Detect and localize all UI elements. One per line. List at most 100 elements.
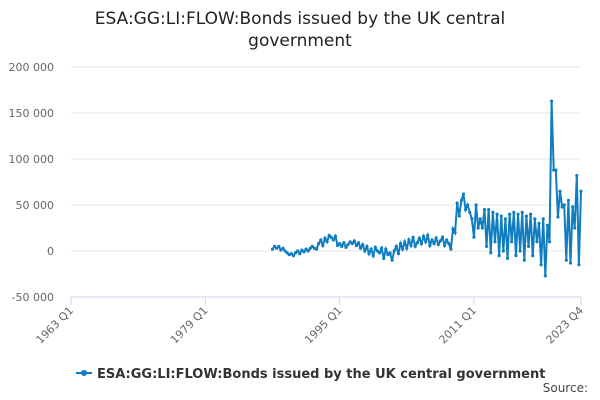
data-point: [547, 240, 552, 244]
x-tick-label: 1979 Q1: [168, 304, 211, 347]
data-point: [279, 248, 283, 252]
data-point: [359, 246, 363, 250]
data-point: [459, 198, 463, 202]
data-point: [491, 210, 495, 214]
x-tick-label: 2023 Q4: [544, 304, 587, 347]
data-point: [489, 251, 493, 255]
data-point: [495, 212, 499, 216]
data-point: [442, 243, 447, 248]
data-point: [472, 235, 476, 239]
y-tick-label: 50 000: [16, 199, 55, 212]
data-point: [579, 189, 583, 193]
data-point: [317, 242, 321, 246]
data-point: [382, 256, 386, 260]
data-point: [564, 258, 568, 262]
data-point: [476, 226, 480, 230]
data-point: [296, 249, 300, 253]
data-point: [413, 244, 417, 248]
data-point: [426, 233, 430, 237]
data-point: [505, 256, 510, 260]
data-point: [461, 192, 466, 196]
data-point: [449, 247, 453, 251]
data-point: [291, 254, 296, 258]
data-point: [331, 238, 335, 242]
data-point: [289, 252, 293, 256]
data-point: [388, 251, 392, 255]
data-point: [554, 168, 558, 172]
data-point: [335, 243, 340, 248]
data-point: [373, 245, 377, 249]
data-point: [380, 246, 384, 250]
data-point: [352, 239, 356, 243]
data-point: [480, 226, 484, 230]
chart-title: ESA:GG:LI:FLOW:Bonds issued by the UK ce…: [94, 9, 506, 51]
data-point: [432, 242, 436, 246]
data-point: [396, 252, 401, 256]
data-point: [375, 249, 380, 253]
data-point: [417, 236, 421, 240]
y-tick-label: 100 000: [9, 153, 55, 166]
data-point: [394, 244, 398, 248]
data-point: [308, 246, 312, 250]
data-point: [293, 251, 298, 255]
data-point: [363, 249, 367, 253]
data-point: [310, 244, 314, 248]
data-point: [371, 254, 375, 258]
data-point: [463, 208, 468, 212]
data-point: [346, 242, 350, 247]
data-point: [510, 240, 514, 244]
data-point: [321, 243, 325, 248]
data-point: [550, 99, 554, 103]
x-tick-label: 1995 Q1: [302, 304, 345, 347]
legend-label: ESA:GG:LI:FLOW:Bonds issued by the UK ce…: [97, 367, 545, 382]
data-point: [455, 201, 459, 205]
data-point: [409, 243, 413, 248]
data-point: [533, 217, 537, 221]
data-point: [314, 247, 319, 251]
legend-marker: [81, 370, 87, 376]
data-point: [323, 236, 327, 240]
data-point: [470, 217, 474, 221]
data-point: [333, 234, 338, 238]
data-point: [270, 247, 275, 251]
data-point: [568, 261, 573, 265]
data-point: [281, 246, 285, 250]
data-point: [468, 210, 472, 214]
data-point: [405, 246, 409, 250]
data-point: [474, 203, 478, 207]
y-tick-label: 150 000: [9, 107, 55, 120]
data-point: [541, 217, 545, 221]
data-point: [497, 254, 501, 258]
data-point: [386, 253, 390, 257]
data-point: [522, 258, 526, 262]
data-point: [300, 248, 304, 252]
data-point: [484, 244, 489, 248]
data-point: [306, 249, 310, 253]
data-point: [436, 242, 440, 247]
data-point: [407, 238, 411, 242]
data-point: [390, 258, 394, 262]
data-point: [325, 240, 329, 244]
data-point: [401, 247, 405, 251]
data-point: [556, 215, 560, 219]
data-point: [447, 242, 451, 246]
data-point: [537, 221, 541, 225]
data-point: [453, 231, 457, 235]
data-point: [398, 242, 403, 246]
data-point: [354, 243, 359, 248]
data-point: [571, 205, 575, 209]
data-point: [319, 238, 323, 242]
data-point: [499, 214, 503, 218]
data-point: [428, 243, 432, 248]
data-point: [531, 254, 535, 258]
data-point: [369, 247, 373, 251]
data-point: [285, 251, 289, 255]
data-point: [466, 203, 470, 207]
data-point: [272, 244, 277, 248]
data-point: [298, 252, 302, 256]
data-point: [518, 249, 522, 253]
data-point: [539, 263, 543, 267]
data-point: [529, 212, 533, 216]
y-tick-label: 0: [47, 245, 54, 258]
data-point: [493, 240, 497, 244]
